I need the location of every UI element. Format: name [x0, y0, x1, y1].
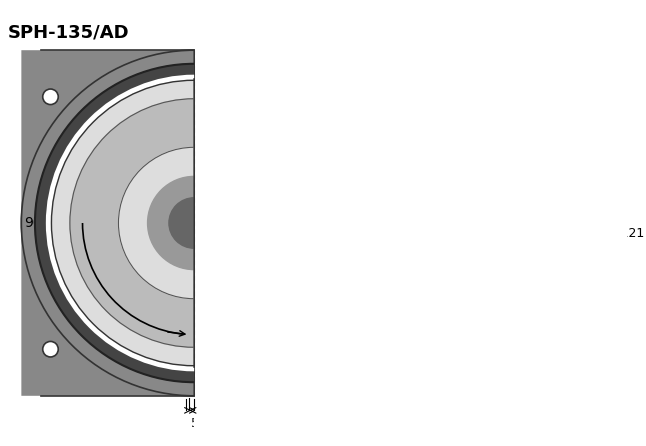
Polygon shape: [364, 296, 475, 398]
Polygon shape: [364, 50, 475, 150]
Wedge shape: [48, 76, 194, 370]
Wedge shape: [35, 64, 194, 382]
Wedge shape: [169, 198, 194, 248]
Polygon shape: [475, 294, 490, 315]
Text: 135x135: 135x135: [249, 216, 309, 230]
Bar: [508, 277, 550, 284]
Circle shape: [43, 89, 58, 104]
Wedge shape: [21, 50, 194, 396]
Text: 6: 6: [368, 413, 376, 425]
Bar: [504, 165, 538, 281]
Wedge shape: [147, 177, 194, 269]
Polygon shape: [369, 74, 471, 373]
Polygon shape: [374, 84, 468, 364]
Bar: [194, 7, 627, 439]
Bar: [337, 50, 357, 398]
Text: ø121: ø121: [614, 226, 645, 239]
Wedge shape: [52, 80, 194, 366]
Text: 5 (4x): 5 (4x): [195, 420, 232, 433]
Wedge shape: [70, 99, 194, 347]
Bar: [492, 160, 506, 286]
Wedge shape: [21, 50, 194, 396]
Text: SPH-135/AD: SPH-135/AD: [8, 24, 129, 42]
Circle shape: [43, 342, 58, 357]
Text: 90°: 90°: [25, 216, 49, 230]
Bar: [490, 163, 502, 174]
Bar: [357, 50, 364, 398]
Text: 5 (4x): 5 (4x): [191, 417, 228, 430]
Text: ø100: ø100: [589, 202, 621, 215]
Bar: [508, 162, 550, 169]
Bar: [508, 169, 546, 277]
Polygon shape: [475, 131, 490, 152]
FancyBboxPatch shape: [21, 50, 194, 396]
Wedge shape: [35, 64, 194, 382]
Bar: [490, 272, 502, 283]
Wedge shape: [118, 147, 194, 299]
Bar: [538, 184, 556, 262]
Text: 70: 70: [443, 16, 460, 30]
